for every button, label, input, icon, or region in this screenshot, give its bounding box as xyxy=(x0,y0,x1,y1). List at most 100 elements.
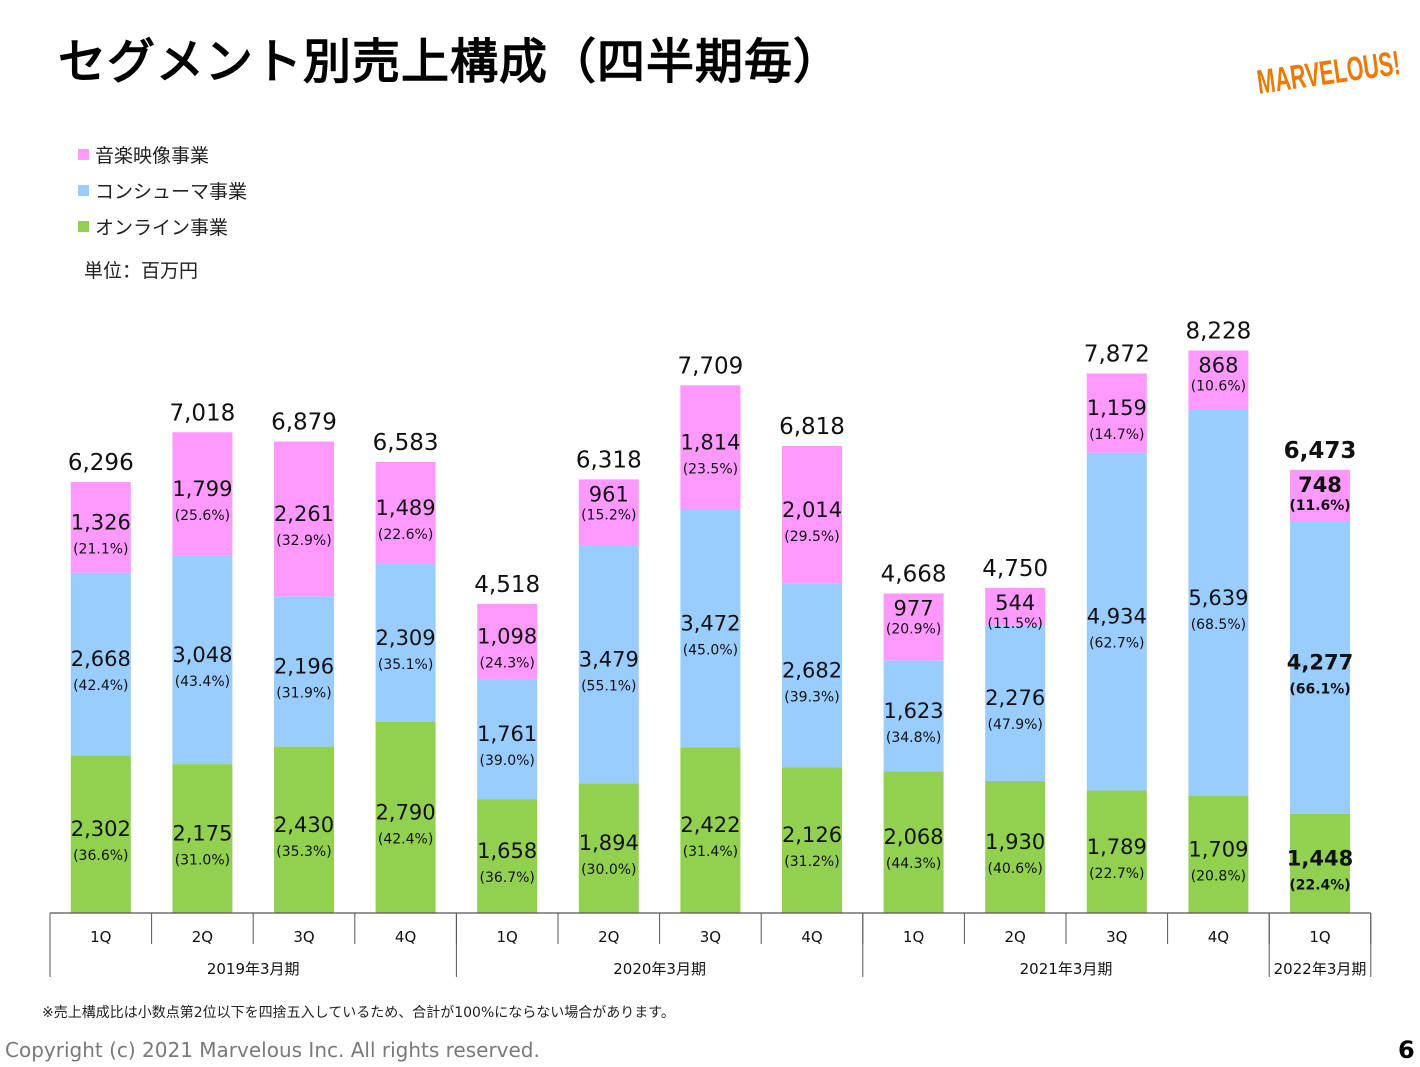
group-label: 2019年3月期 xyxy=(207,960,300,978)
stacked-bar-chart: 2,302 (36.6%) 2,668 (42.4%) 1,326 (21.1%) 6,29… xyxy=(49,319,1372,978)
legend-swatch-consumer xyxy=(78,184,89,196)
bar-consumer xyxy=(172,555,233,765)
bar-consumer xyxy=(985,625,1046,781)
bar-online xyxy=(1188,796,1249,913)
chart-legend: 音楽映像事業 コンシューマ事業 オンライン事業 xyxy=(78,136,247,244)
total-label: 7,709 xyxy=(677,353,743,379)
share-label-consumer: (68.5%) xyxy=(1191,617,1246,633)
share-label-music: (25.6%) xyxy=(175,508,230,524)
category-label: 2Q xyxy=(192,928,213,946)
share-label-consumer: (31.9%) xyxy=(276,685,331,701)
legend-swatch-online xyxy=(78,220,89,232)
data-label-online: 1,658 xyxy=(477,839,537,863)
data-label-music: 2,014 xyxy=(782,498,842,522)
category-label: 2Q xyxy=(598,928,619,946)
data-label-consumer: 4,934 xyxy=(1087,605,1147,629)
share-label-consumer: (62.7%) xyxy=(1089,636,1144,652)
bar-consumer xyxy=(680,509,741,748)
bar-consumer xyxy=(375,563,436,722)
bar-online xyxy=(375,721,436,913)
data-label-music: 1,814 xyxy=(680,430,740,454)
category-label: 3Q xyxy=(700,928,721,946)
bar-online xyxy=(172,764,233,913)
data-label-music: 1,326 xyxy=(71,510,131,534)
bar-music xyxy=(477,603,538,679)
marvelous-logo: MARVELOUS! xyxy=(1255,44,1403,102)
data-label-music: 1,159 xyxy=(1087,396,1147,420)
share-label-online: (36.6%) xyxy=(73,848,128,864)
bar-music xyxy=(985,587,1046,626)
bar-consumer xyxy=(883,660,944,772)
bar-music xyxy=(1188,350,1249,410)
total-label: 6,318 xyxy=(576,447,642,473)
data-label-online: 2,068 xyxy=(884,825,944,849)
bar-music xyxy=(375,461,436,564)
total-label: 6,473 xyxy=(1284,438,1357,464)
share-label-music: (15.2%) xyxy=(581,507,636,523)
total-label: 4,750 xyxy=(982,556,1048,582)
data-label-music: 977 xyxy=(894,596,934,620)
bar-online xyxy=(70,755,131,913)
bar-consumer xyxy=(782,583,842,768)
bar-music xyxy=(782,445,842,584)
category-label: 4Q xyxy=(1208,928,1229,946)
unit-label: 単位：百万円 xyxy=(84,260,199,282)
data-label-online: 1,789 xyxy=(1087,835,1147,859)
data-label-music: 961 xyxy=(589,482,629,506)
legend-item-online: オンライン事業 xyxy=(78,208,247,244)
total-label: 7,872 xyxy=(1084,341,1150,367)
category-label: 3Q xyxy=(293,928,314,946)
data-label-online: 1,709 xyxy=(1188,838,1248,862)
footnote: ※売上構成比は小数点第2位以下を四捨五入しているため、合計が100%にならない場… xyxy=(42,1005,675,1021)
legend-item-music: 音楽映像事業 xyxy=(78,136,247,172)
data-label-online: 2,175 xyxy=(172,822,232,846)
share-label-music: (20.9%) xyxy=(886,621,941,637)
bar-online xyxy=(680,747,741,913)
share-label-consumer: (35.1%) xyxy=(378,657,433,673)
bar-online xyxy=(1086,790,1147,913)
data-label-consumer: 2,196 xyxy=(274,654,334,678)
total-label: 4,668 xyxy=(881,561,947,587)
data-label-consumer: 3,472 xyxy=(680,611,740,635)
share-label-music: (11.5%) xyxy=(987,616,1042,632)
legend-label-online: オンライン事業 xyxy=(95,216,229,239)
data-label-music: 868 xyxy=(1198,354,1238,378)
bar-consumer xyxy=(1086,452,1147,791)
share-label-consumer: (39.0%) xyxy=(479,753,534,769)
share-label-music: (14.7%) xyxy=(1089,427,1144,443)
bar-online xyxy=(782,767,842,913)
group-label: 2021年3月期 xyxy=(1020,960,1113,978)
data-label-consumer: 2,276 xyxy=(985,686,1045,710)
category-label: 4Q xyxy=(801,928,822,946)
data-label-music: 2,261 xyxy=(274,502,334,526)
share-label-music: (23.5%) xyxy=(683,461,738,477)
share-label-music: (32.9%) xyxy=(276,533,331,549)
bar-music xyxy=(1086,373,1147,453)
share-label-music: (10.6%) xyxy=(1191,379,1246,395)
total-label: 6,583 xyxy=(373,430,439,456)
group-label: 2022年3月期 xyxy=(1274,960,1367,978)
bar-music xyxy=(70,481,131,573)
share-label-music: (22.6%) xyxy=(378,527,433,543)
data-label-consumer: 2,668 xyxy=(71,647,131,671)
page-title: セグメント別売上構成（四半期毎） xyxy=(58,34,843,90)
category-label: 4Q xyxy=(395,928,416,946)
legend-label-music: 音楽映像事業 xyxy=(95,144,210,167)
category-label: 3Q xyxy=(1106,928,1127,946)
data-label-music: 748 xyxy=(1298,473,1342,497)
share-label-online: (35.3%) xyxy=(276,844,331,860)
data-label-consumer: 3,048 xyxy=(172,643,232,667)
bar-music xyxy=(274,441,334,597)
data-label-music: 1,799 xyxy=(172,477,232,501)
category-label: 1Q xyxy=(903,928,924,946)
share-label-consumer: (47.9%) xyxy=(987,717,1042,733)
share-label-online: (30.0%) xyxy=(581,862,636,878)
data-label-consumer: 1,761 xyxy=(477,722,537,746)
bar-online xyxy=(985,780,1046,913)
bar-consumer xyxy=(1290,521,1350,814)
data-label-online: 2,126 xyxy=(782,823,842,847)
legend-swatch-music xyxy=(78,148,89,160)
data-label-music: 1,489 xyxy=(376,496,436,520)
share-label-online: (31.0%) xyxy=(175,853,230,869)
share-label-music: (29.5%) xyxy=(784,529,839,545)
